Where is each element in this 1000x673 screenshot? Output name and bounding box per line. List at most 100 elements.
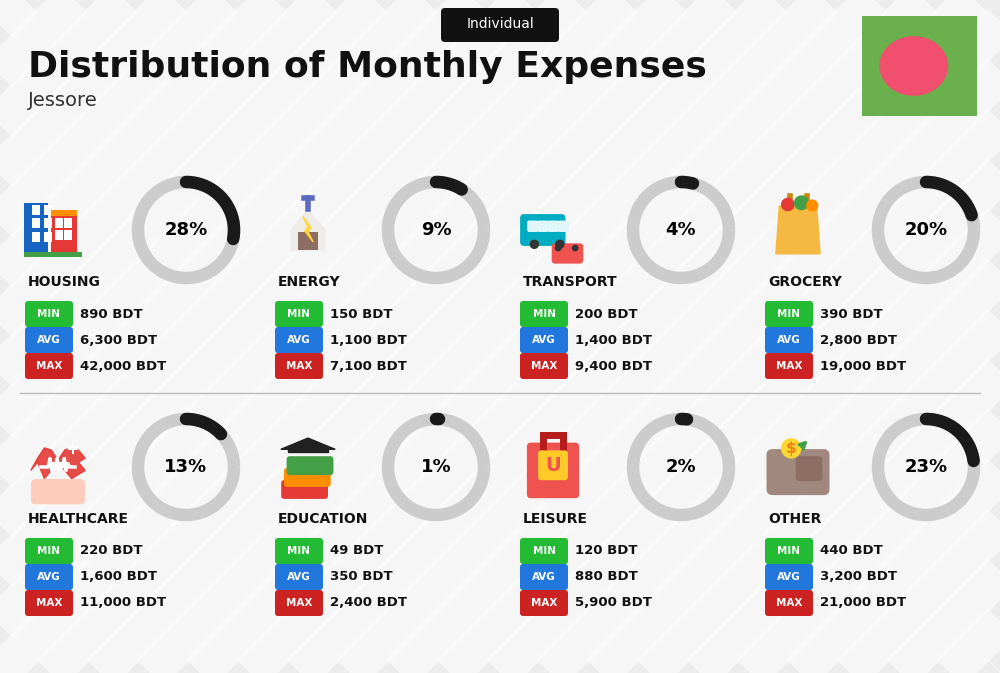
Polygon shape bbox=[291, 209, 325, 250]
Circle shape bbox=[781, 198, 795, 211]
Bar bbox=[55, 218, 63, 228]
FancyBboxPatch shape bbox=[520, 590, 568, 616]
Text: AVG: AVG bbox=[777, 572, 801, 582]
FancyBboxPatch shape bbox=[25, 301, 73, 327]
Text: AVG: AVG bbox=[37, 335, 61, 345]
Text: 5,900 BDT: 5,900 BDT bbox=[575, 596, 652, 610]
Text: 390 BDT: 390 BDT bbox=[820, 308, 883, 320]
Text: 880 BDT: 880 BDT bbox=[575, 571, 638, 583]
Text: MAX: MAX bbox=[36, 598, 62, 608]
Circle shape bbox=[555, 240, 565, 249]
FancyBboxPatch shape bbox=[527, 221, 539, 232]
Text: 1,100 BDT: 1,100 BDT bbox=[330, 334, 407, 347]
Bar bbox=[64, 230, 72, 240]
Circle shape bbox=[781, 438, 801, 458]
Text: EDUCATION: EDUCATION bbox=[278, 512, 368, 526]
FancyBboxPatch shape bbox=[765, 564, 813, 590]
FancyBboxPatch shape bbox=[275, 590, 323, 616]
Circle shape bbox=[794, 195, 809, 210]
Text: 1,600 BDT: 1,600 BDT bbox=[80, 571, 157, 583]
Text: 20%: 20% bbox=[904, 221, 948, 239]
FancyBboxPatch shape bbox=[552, 244, 583, 264]
FancyBboxPatch shape bbox=[25, 538, 73, 564]
Text: 150 BDT: 150 BDT bbox=[330, 308, 392, 320]
Text: 9%: 9% bbox=[421, 221, 451, 239]
FancyBboxPatch shape bbox=[25, 590, 73, 616]
Text: TRANSPORT: TRANSPORT bbox=[523, 275, 618, 289]
Bar bbox=[51, 210, 77, 217]
Bar bbox=[44, 218, 52, 228]
FancyBboxPatch shape bbox=[25, 327, 73, 353]
Text: 23%: 23% bbox=[904, 458, 948, 476]
Bar bbox=[68, 446, 78, 450]
FancyBboxPatch shape bbox=[558, 221, 569, 232]
FancyBboxPatch shape bbox=[520, 214, 566, 246]
FancyBboxPatch shape bbox=[765, 327, 813, 353]
Polygon shape bbox=[31, 448, 85, 479]
FancyBboxPatch shape bbox=[520, 538, 568, 564]
Text: MAX: MAX bbox=[776, 361, 802, 371]
FancyBboxPatch shape bbox=[765, 301, 813, 327]
FancyBboxPatch shape bbox=[275, 564, 323, 590]
Text: MIN: MIN bbox=[38, 309, 60, 319]
Text: MAX: MAX bbox=[776, 598, 802, 608]
FancyBboxPatch shape bbox=[520, 301, 568, 327]
Polygon shape bbox=[281, 438, 335, 450]
FancyBboxPatch shape bbox=[275, 353, 323, 379]
FancyBboxPatch shape bbox=[520, 353, 568, 379]
Text: 3,200 BDT: 3,200 BDT bbox=[820, 571, 897, 583]
FancyBboxPatch shape bbox=[765, 590, 813, 616]
Text: ENERGY: ENERGY bbox=[278, 275, 341, 289]
Text: GROCERY: GROCERY bbox=[768, 275, 842, 289]
Polygon shape bbox=[303, 217, 313, 242]
Bar bbox=[44, 205, 52, 215]
Text: MAX: MAX bbox=[531, 361, 557, 371]
FancyBboxPatch shape bbox=[31, 479, 85, 504]
FancyBboxPatch shape bbox=[275, 327, 323, 353]
Text: HOUSING: HOUSING bbox=[28, 275, 101, 289]
Bar bbox=[32, 205, 40, 215]
Text: MIN: MIN bbox=[532, 309, 556, 319]
Bar bbox=[44, 232, 52, 242]
Text: AVG: AVG bbox=[532, 572, 556, 582]
Bar bbox=[298, 232, 318, 250]
Text: 2%: 2% bbox=[666, 458, 696, 476]
Text: MAX: MAX bbox=[286, 598, 312, 608]
Text: Jessore: Jessore bbox=[28, 92, 98, 110]
Text: 21,000 BDT: 21,000 BDT bbox=[820, 596, 906, 610]
Text: AVG: AVG bbox=[287, 572, 311, 582]
Text: 2,800 BDT: 2,800 BDT bbox=[820, 334, 897, 347]
FancyBboxPatch shape bbox=[281, 480, 328, 499]
FancyBboxPatch shape bbox=[520, 564, 568, 590]
FancyBboxPatch shape bbox=[25, 564, 73, 590]
FancyBboxPatch shape bbox=[441, 8, 559, 42]
Text: 13%: 13% bbox=[164, 458, 208, 476]
Polygon shape bbox=[288, 447, 328, 452]
Bar bbox=[32, 218, 40, 228]
Text: 220 BDT: 220 BDT bbox=[80, 544, 143, 557]
Text: MIN: MIN bbox=[288, 546, 310, 556]
Text: $: $ bbox=[786, 441, 797, 456]
Circle shape bbox=[806, 199, 818, 211]
Text: MAX: MAX bbox=[36, 361, 62, 371]
Polygon shape bbox=[776, 206, 820, 254]
Text: 2,400 BDT: 2,400 BDT bbox=[330, 596, 407, 610]
FancyBboxPatch shape bbox=[548, 221, 559, 232]
Bar bbox=[55, 230, 63, 240]
Text: Individual: Individual bbox=[466, 17, 534, 31]
Circle shape bbox=[555, 244, 562, 252]
Circle shape bbox=[879, 36, 948, 96]
FancyBboxPatch shape bbox=[767, 449, 830, 495]
FancyBboxPatch shape bbox=[25, 353, 73, 379]
Text: MIN: MIN bbox=[288, 309, 310, 319]
FancyBboxPatch shape bbox=[527, 443, 579, 498]
FancyBboxPatch shape bbox=[284, 468, 331, 487]
Text: 200 BDT: 200 BDT bbox=[575, 308, 638, 320]
Text: MIN: MIN bbox=[778, 309, 800, 319]
Bar bbox=[24, 203, 48, 257]
Text: 1%: 1% bbox=[421, 458, 451, 476]
Text: 42,000 BDT: 42,000 BDT bbox=[80, 359, 166, 372]
Text: 120 BDT: 120 BDT bbox=[575, 544, 638, 557]
FancyBboxPatch shape bbox=[520, 327, 568, 353]
Text: MAX: MAX bbox=[531, 598, 557, 608]
